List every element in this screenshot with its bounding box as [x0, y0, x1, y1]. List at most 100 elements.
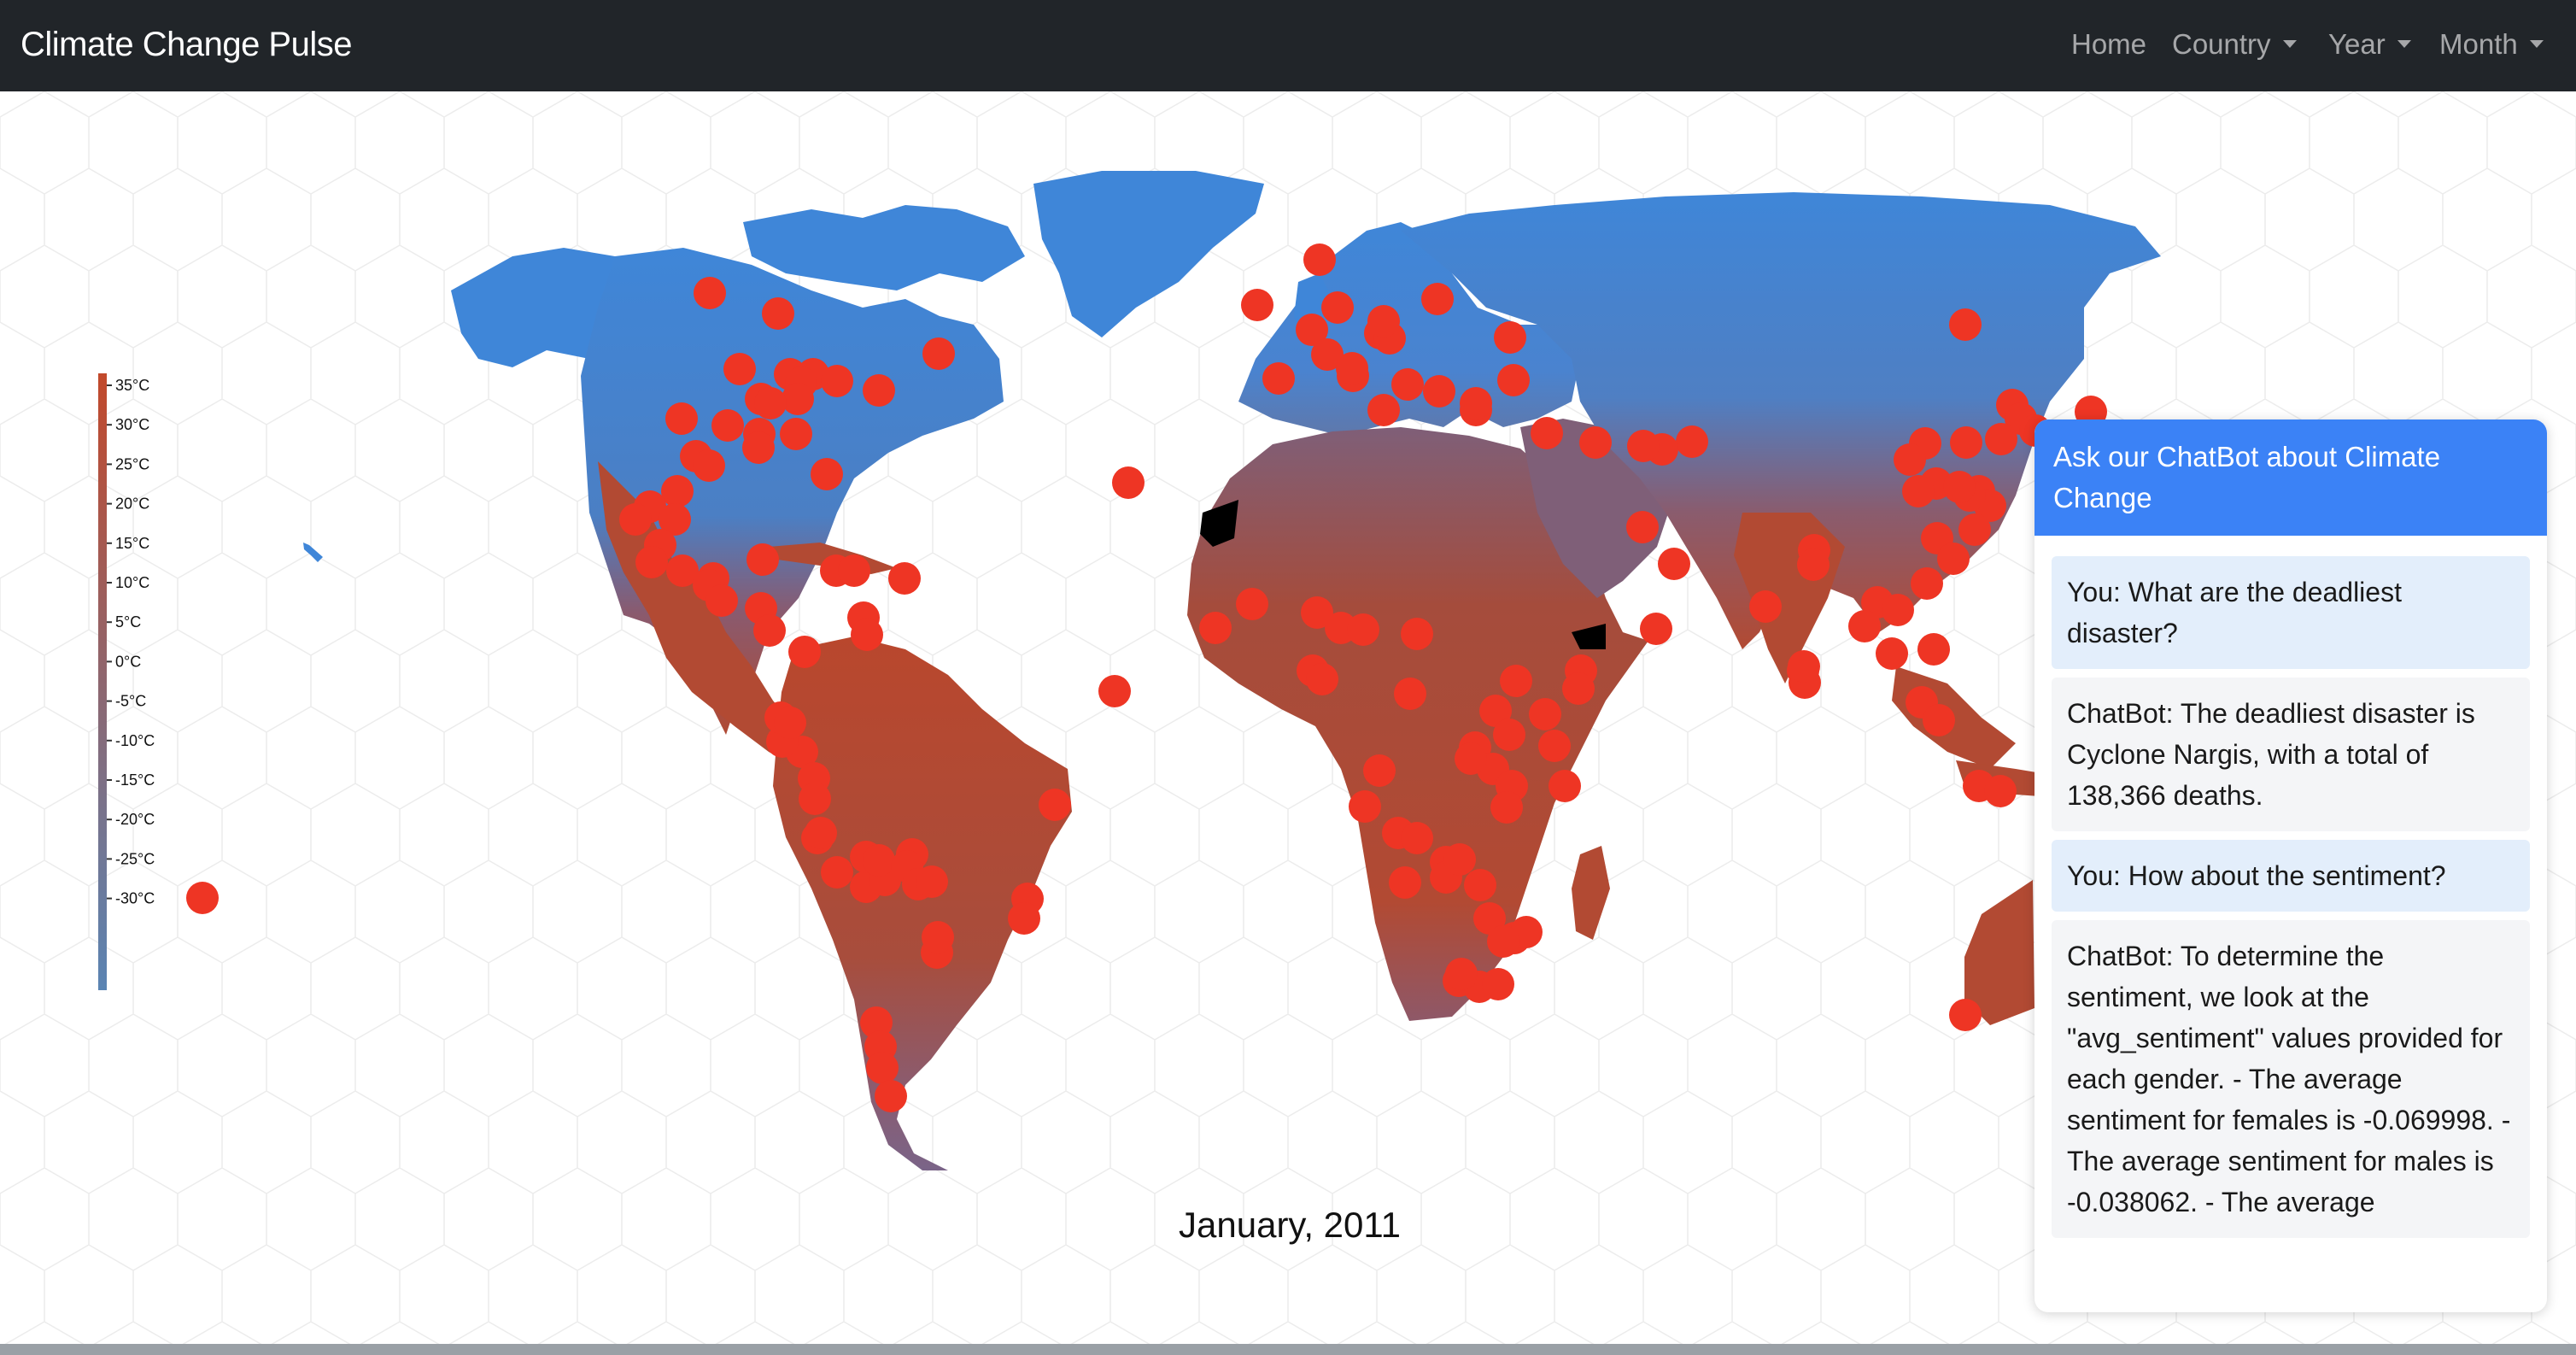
chatbot-panel[interactable]: Ask our ChatBot about Climate Change You… [2034, 419, 2547, 1312]
disaster-marker[interactable] [1098, 675, 1131, 707]
disaster-marker[interactable] [863, 844, 895, 877]
disaster-marker[interactable] [635, 546, 668, 578]
disaster-marker[interactable] [1949, 308, 1982, 341]
disaster-marker[interactable] [805, 817, 837, 849]
disaster-marker[interactable] [723, 353, 756, 385]
disaster-marker[interactable] [1579, 426, 1612, 459]
disaster-marker[interactable] [1549, 770, 1581, 802]
disaster-marker[interactable] [875, 1080, 907, 1112]
disaster-marker[interactable] [1490, 791, 1523, 824]
disaster-marker[interactable] [863, 374, 895, 407]
disaster-marker[interactable] [1658, 548, 1690, 580]
disaster-marker[interactable] [1500, 665, 1532, 697]
disaster-marker[interactable] [1401, 618, 1433, 650]
disaster-marker[interactable] [1039, 789, 1071, 821]
disaster-marker[interactable] [782, 383, 814, 415]
disaster-marker[interactable] [1949, 999, 1982, 1031]
disaster-marker[interactable] [1394, 678, 1426, 710]
nav-year-dropdown[interactable]: Year [2328, 26, 2411, 63]
disaster-marker[interactable] [1497, 364, 1530, 396]
chatbot-header[interactable]: Ask our ChatBot about Climate Change [2034, 419, 2547, 536]
disaster-marker[interactable] [1479, 695, 1512, 727]
disaster-marker[interactable] [1241, 289, 1273, 321]
disaster-marker[interactable] [774, 707, 806, 739]
disaster-marker[interactable] [711, 409, 744, 442]
disaster-marker[interactable] [780, 418, 812, 450]
disaster-marker[interactable] [888, 562, 921, 595]
disaster-marker[interactable] [1455, 742, 1487, 775]
disaster-marker[interactable] [811, 458, 843, 490]
disaster-marker[interactable] [860, 1006, 893, 1039]
disaster-marker[interactable] [746, 543, 779, 576]
disaster-marker[interactable] [1367, 394, 1400, 426]
disaster-marker[interactable] [1443, 843, 1476, 876]
disaster-marker[interactable] [1985, 423, 2017, 455]
brand-title[interactable]: Climate Change Pulse [20, 26, 353, 63]
disaster-marker[interactable] [1494, 321, 1526, 354]
disaster-marker[interactable] [186, 882, 219, 914]
disaster-marker[interactable] [665, 402, 698, 435]
disaster-marker[interactable] [1199, 612, 1232, 644]
disaster-marker[interactable] [821, 365, 853, 397]
disaster-marker[interactable] [1389, 866, 1421, 899]
disaster-marker[interactable] [1493, 719, 1525, 751]
disaster-marker[interactable] [1349, 790, 1381, 823]
disaster-marker[interactable] [1848, 610, 1881, 642]
disaster-marker[interactable] [851, 619, 883, 651]
disaster-marker[interactable] [1423, 375, 1455, 408]
disaster-marker[interactable] [838, 554, 870, 587]
disaster-marker[interactable] [1236, 588, 1268, 620]
disaster-marker[interactable] [1950, 426, 1982, 459]
disaster-marker[interactable] [1562, 672, 1595, 705]
disaster-marker[interactable] [1301, 596, 1333, 629]
disaster-marker[interactable] [1943, 471, 1976, 503]
disaster-marker[interactable] [1902, 475, 1935, 507]
disaster-marker[interactable] [866, 1052, 899, 1084]
disaster-marker[interactable] [1112, 466, 1145, 499]
disaster-marker[interactable] [1347, 613, 1379, 646]
disaster-marker[interactable] [1303, 243, 1336, 276]
disaster-marker[interactable] [1923, 704, 1955, 736]
disaster-marker[interactable] [659, 503, 691, 536]
disaster-marker[interactable] [1008, 902, 1040, 935]
disaster-marker[interactable] [1626, 511, 1659, 543]
disaster-marker[interactable] [1336, 352, 1368, 384]
disaster-marker[interactable] [762, 297, 794, 330]
disaster-marker[interactable] [1262, 362, 1295, 395]
disaster-marker[interactable] [1937, 543, 1970, 575]
disaster-marker[interactable] [666, 554, 699, 587]
disaster-marker[interactable] [1917, 633, 1950, 666]
disaster-marker[interactable] [1321, 291, 1354, 324]
disaster-marker[interactable] [619, 503, 652, 536]
disaster-marker[interactable] [1464, 869, 1496, 901]
disaster-marker[interactable] [693, 449, 725, 482]
disaster-marker[interactable] [661, 475, 694, 507]
disaster-marker[interactable] [1391, 368, 1424, 401]
disaster-marker[interactable] [1627, 430, 1660, 462]
disaster-marker[interactable] [1421, 283, 1454, 315]
disaster-marker[interactable] [788, 636, 821, 668]
disaster-marker[interactable] [1445, 958, 1478, 990]
disaster-marker[interactable] [1958, 513, 1991, 546]
disaster-marker[interactable] [1911, 567, 1943, 600]
world-temperature-map[interactable] [0, 91, 2576, 1344]
disaster-marker[interactable] [1876, 637, 1908, 670]
disaster-marker[interactable] [1367, 305, 1400, 337]
disaster-marker[interactable] [922, 921, 954, 953]
disaster-marker[interactable] [1676, 425, 1708, 458]
disaster-marker[interactable] [799, 783, 831, 815]
disaster-marker[interactable] [1296, 314, 1328, 346]
disaster-marker[interactable] [1894, 443, 1926, 476]
disaster-marker[interactable] [694, 277, 726, 309]
disaster-marker[interactable] [1482, 968, 1514, 1000]
disaster-marker[interactable] [754, 387, 787, 419]
nav-home[interactable]: Home [2071, 26, 2146, 63]
disaster-marker[interactable] [1529, 698, 1561, 730]
disaster-marker[interactable] [916, 865, 948, 898]
disaster-marker[interactable] [742, 431, 775, 464]
disaster-marker[interactable] [753, 614, 786, 647]
disaster-marker[interactable] [1749, 590, 1782, 623]
disaster-marker[interactable] [1460, 387, 1492, 419]
disaster-marker[interactable] [821, 856, 853, 889]
disaster-marker[interactable] [1882, 594, 1914, 626]
